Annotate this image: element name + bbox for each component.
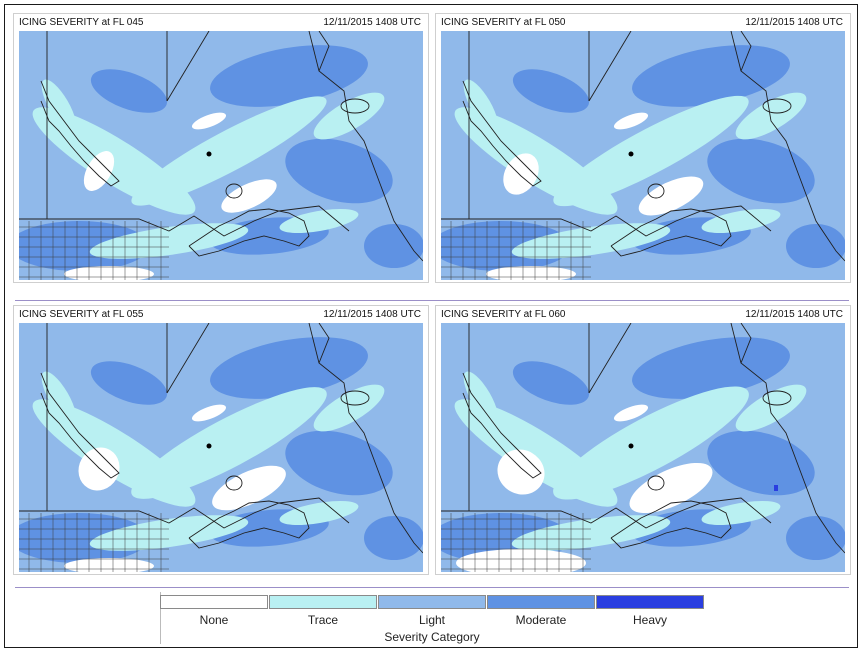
panel-divider xyxy=(15,300,849,301)
icing-panel-fl060: ICING SEVERITY at FL 060 12/11/2015 1408… xyxy=(435,305,851,575)
moderate-icing-area xyxy=(632,45,790,107)
trace-icing-area xyxy=(701,500,781,526)
no-icing-area xyxy=(638,176,704,216)
legend-label-moderate: Moderate xyxy=(515,613,567,627)
icing-panel-fl045: ICING SEVERITY at FL 045 12/11/2015 1408… xyxy=(13,13,429,283)
legend-title: Severity Category xyxy=(384,630,480,644)
moderate-icing-area xyxy=(285,430,393,496)
moderate-icing-area xyxy=(707,430,815,496)
trace-icing-area xyxy=(463,79,499,133)
no-icing-area xyxy=(191,404,227,422)
no-icing-area xyxy=(497,449,545,495)
no-icing-area xyxy=(64,558,154,572)
no-icing-area xyxy=(456,549,586,572)
county-grid xyxy=(441,513,591,572)
no-icing-area xyxy=(503,153,539,195)
moderate-icing-area xyxy=(632,337,790,399)
no-icing-area xyxy=(83,151,115,191)
trace-icing-area xyxy=(735,92,807,140)
trace-icing-area xyxy=(511,515,671,551)
trace-icing-area xyxy=(41,371,77,425)
county-grid xyxy=(19,513,169,572)
panel-timestamp: 12/11/2015 1408 UTC xyxy=(323,17,421,28)
trace-icing-area xyxy=(41,79,77,133)
icing-map xyxy=(19,31,423,280)
panel-timestamp: 12/11/2015 1408 UTC xyxy=(323,309,421,320)
trace-icing-area xyxy=(131,387,327,499)
moderate-icing-area xyxy=(210,45,368,107)
panel-timestamp: 12/11/2015 1408 UTC xyxy=(745,309,843,320)
boundary-lines xyxy=(441,31,845,262)
severity-areas xyxy=(19,45,423,280)
legend-swatch-none xyxy=(160,595,268,609)
moderate-icing-area xyxy=(90,361,168,405)
boundary-lines xyxy=(19,323,423,554)
no-icing-area xyxy=(221,179,277,213)
no-icing-area xyxy=(629,462,713,514)
trace-icing-area xyxy=(89,223,249,259)
moderate-icing-area xyxy=(512,69,590,113)
trace-icing-area xyxy=(89,515,249,551)
trace-icing-area xyxy=(553,386,749,500)
figure-frame: ICING SEVERITY at FL 045 12/11/2015 1408… xyxy=(4,4,858,648)
trace-icing-area xyxy=(463,371,499,425)
no-icing-area xyxy=(613,404,649,422)
severity-areas xyxy=(19,337,423,572)
moderate-icing-area xyxy=(786,224,845,268)
severity-areas xyxy=(441,337,845,572)
legend-swatch-trace xyxy=(269,595,377,609)
icing-map xyxy=(19,323,423,572)
moderate-icing-area xyxy=(512,361,590,405)
icing-map xyxy=(441,323,845,572)
trace-icing-area xyxy=(313,92,385,140)
station-marker xyxy=(628,151,634,157)
trace-icing-area xyxy=(131,96,327,206)
legend-swatch-heavy xyxy=(596,595,704,609)
station-marker xyxy=(628,443,634,449)
legend-swatch-light xyxy=(378,595,486,609)
moderate-icing-area xyxy=(90,69,168,113)
trace-icing-area xyxy=(511,223,671,259)
icing-map xyxy=(441,31,845,280)
no-icing-area xyxy=(212,465,286,511)
legend-label-heavy: Heavy xyxy=(632,613,667,627)
trace-icing-area xyxy=(313,384,385,432)
legend-label-trace: Trace xyxy=(307,613,339,627)
panel-title: ICING SEVERITY at FL 050 xyxy=(441,17,566,28)
station-marker xyxy=(206,151,212,157)
panel-title: ICING SEVERITY at FL 060 xyxy=(441,309,566,320)
legend-label-none: None xyxy=(199,613,229,627)
station-marker xyxy=(206,443,212,449)
trace-icing-area xyxy=(735,384,807,432)
legend-divider xyxy=(15,587,849,588)
no-icing-area xyxy=(191,112,227,130)
legend-swatch-moderate xyxy=(487,595,595,609)
no-icing-area xyxy=(613,112,649,130)
moderate-icing-area xyxy=(285,138,393,204)
legend-edge xyxy=(160,592,161,644)
legend-label-light: Light xyxy=(418,613,446,627)
moderate-icing-area xyxy=(364,224,423,268)
boundary-lines xyxy=(441,323,845,554)
severity-areas xyxy=(441,45,845,280)
county-grid xyxy=(441,221,591,280)
moderate-icing-area xyxy=(707,138,815,204)
no-icing-area xyxy=(64,266,154,280)
panel-title: ICING SEVERITY at FL 045 xyxy=(19,17,144,28)
heavy-icing-cell xyxy=(774,485,778,491)
trace-icing-area xyxy=(701,208,781,234)
panel-title: ICING SEVERITY at FL 055 xyxy=(19,309,144,320)
moderate-icing-area xyxy=(210,337,368,399)
no-icing-area xyxy=(486,266,576,280)
moderate-icing-area xyxy=(364,516,423,560)
trace-icing-area xyxy=(553,95,749,207)
trace-icing-area xyxy=(279,208,359,234)
moderate-icing-area xyxy=(786,516,845,560)
trace-icing-area xyxy=(279,500,359,526)
panel-timestamp: 12/11/2015 1408 UTC xyxy=(745,17,843,28)
county-grid xyxy=(19,221,169,280)
severity-legend: None Trace Light Moderate Heavy Severity… xyxy=(160,590,704,646)
icing-panel-fl050: ICING SEVERITY at FL 050 12/11/2015 1408… xyxy=(435,13,851,283)
icing-panel-fl055: ICING SEVERITY at FL 055 12/11/2015 1408… xyxy=(13,305,429,575)
